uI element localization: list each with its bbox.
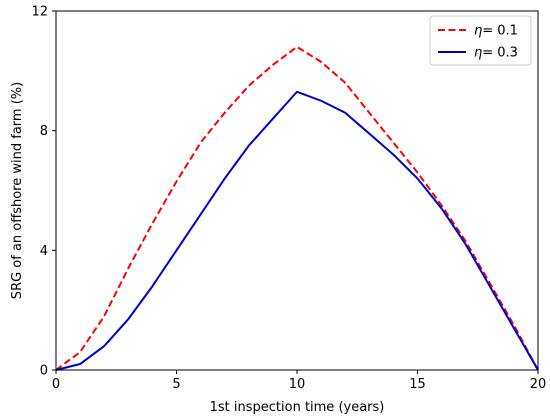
series-layer bbox=[55, 45, 539, 371]
x-tick-label: 5 bbox=[172, 377, 180, 392]
y-tick-label: 8 bbox=[40, 124, 48, 139]
series-line-2 bbox=[55, 90, 539, 371]
y-tick-label: 12 bbox=[31, 5, 48, 20]
x-axis: 0 5 10 15 20 bbox=[52, 370, 546, 392]
legend-label: η= 0.3 bbox=[474, 46, 518, 61]
y-axis: 0 4 8 12 bbox=[31, 5, 56, 379]
legend: η= 0.1 η= 0.3 bbox=[429, 15, 532, 66]
y-axis-label: SRG of an offshore wind farm (%) bbox=[10, 82, 25, 299]
y-tick-label: 0 bbox=[40, 364, 48, 379]
series-line-1 bbox=[55, 45, 539, 371]
x-tick-label: 20 bbox=[530, 377, 547, 392]
y-tick-label: 4 bbox=[40, 244, 48, 259]
x-axis-label: 1st inspection time (years) bbox=[210, 400, 385, 415]
x-tick-label: 10 bbox=[289, 377, 306, 392]
x-tick-label: 15 bbox=[409, 377, 426, 392]
x-tick-label: 0 bbox=[52, 377, 60, 392]
legend-label: η= 0.1 bbox=[474, 24, 518, 39]
